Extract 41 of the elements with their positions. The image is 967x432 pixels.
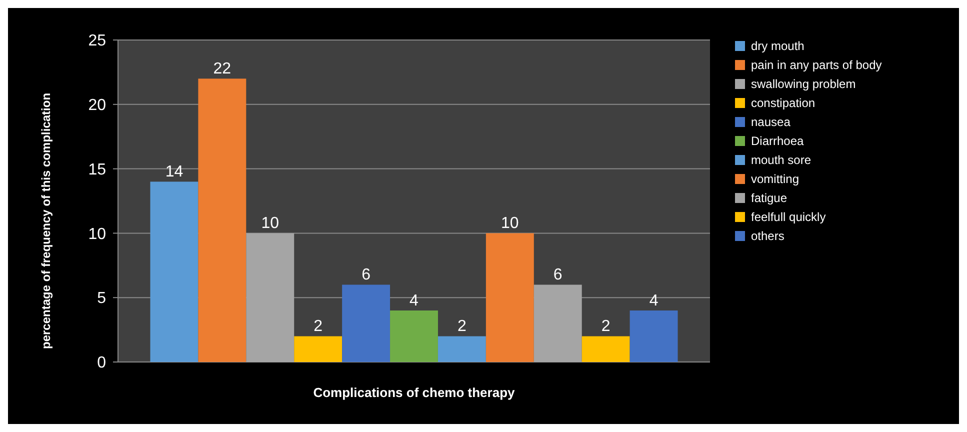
bar (486, 233, 534, 362)
legend-label: mouth sore (751, 153, 812, 168)
y-tick-label: 15 (88, 161, 106, 178)
legend-label: constipation (751, 96, 816, 110)
legend-label: dry mouth (751, 39, 804, 54)
legend-label: vomitting (751, 172, 800, 186)
y-tick-label: 0 (97, 354, 106, 372)
data-label: 14 (165, 164, 184, 181)
bar (390, 310, 438, 362)
legend-label: Diarrhoea (751, 134, 804, 148)
y-tick-label: 10 (88, 226, 106, 243)
legend-label: swallowing problem (751, 77, 856, 92)
bar (582, 336, 630, 362)
bar (294, 336, 342, 362)
y-axis-title: percentage of frequency of this complication (39, 92, 53, 350)
x-axis-title: Complications of chemo therapy (313, 385, 516, 400)
legend-label: feelfull quickly (751, 210, 826, 224)
bar (534, 284, 582, 362)
legend-label: fatigue (751, 191, 788, 206)
bar (342, 284, 390, 362)
y-tick-label: 20 (88, 97, 106, 114)
legend-label: pain in any parts of body (751, 58, 882, 72)
data-label: 4 (410, 292, 419, 310)
bar (438, 336, 486, 362)
data-label: 4 (649, 292, 658, 310)
data-label: 2 (314, 318, 323, 336)
data-label: 2 (601, 318, 610, 336)
data-label: 6 (553, 266, 562, 284)
legend-label: others (751, 229, 784, 244)
legend-label: nausea (751, 115, 791, 130)
bar (198, 78, 246, 362)
data-label: 10 (501, 215, 519, 232)
bar (150, 182, 198, 362)
bar (630, 310, 678, 362)
data-label: 22 (213, 60, 232, 78)
bar (246, 233, 294, 362)
y-tick-label: 25 (88, 32, 106, 50)
data-label: 10 (261, 215, 280, 232)
y-tick-label: 5 (97, 290, 106, 308)
data-label: 6 (362, 266, 371, 284)
data-label: 2 (458, 318, 467, 336)
